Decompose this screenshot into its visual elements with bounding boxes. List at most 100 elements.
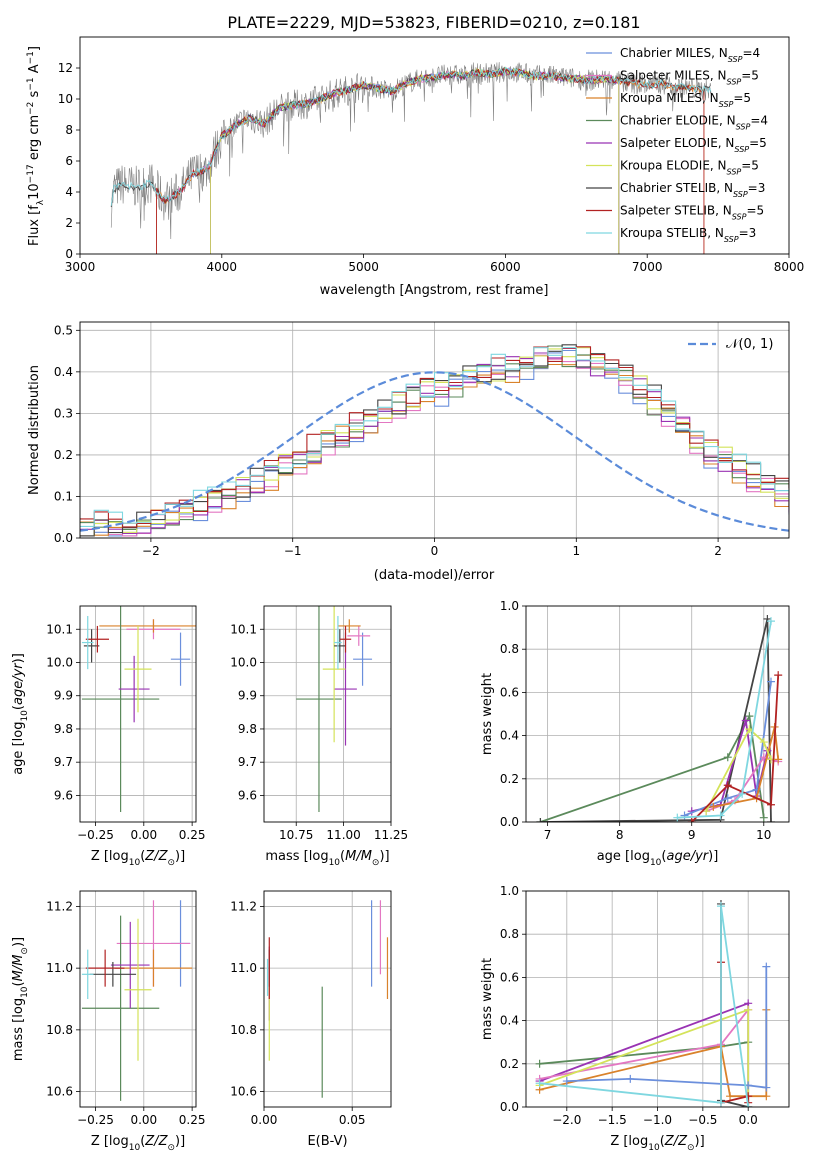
weight-marker (766, 617, 775, 626)
weight-series-2 (540, 618, 772, 822)
point-8 (85, 949, 125, 987)
y-tick-label: 0 (65, 247, 73, 261)
y-tick-label: 10.6 (230, 1085, 257, 1099)
axes-frame (263, 890, 392, 1108)
histogram-series-7 (80, 344, 789, 537)
normal-curve (80, 371, 789, 532)
weight-marker (535, 1059, 544, 1068)
axes-frame (79, 605, 197, 823)
x-axis-label: age [log10(age/yr)] (597, 849, 719, 868)
x-tick-label: 8 (616, 828, 624, 842)
x-tick-label: 9 (688, 828, 696, 842)
x-axis-label: wavelength [Angstrom, rest frame] (320, 283, 549, 298)
axes-frame (79, 890, 197, 1108)
point-7 (89, 961, 137, 987)
point-5 (110, 921, 150, 1009)
y-tick-label: 0.0 (54, 531, 73, 545)
weight-marker (759, 813, 768, 822)
y-tick-label: 0.2 (54, 448, 73, 462)
y-tick-label: 1.0 (500, 599, 519, 613)
y-tick-label: 0.4 (54, 365, 73, 379)
weight-marker (716, 1098, 725, 1107)
y-tick-label: 0.6 (500, 970, 519, 984)
legend-label: Salpeter ELODIE, NSSP=5 (620, 136, 767, 154)
point-3 (337, 619, 361, 633)
legend-label: 𝒩(0, 1) (726, 337, 773, 352)
y-tick-label: 10.0 (230, 655, 257, 669)
y-tick-label: 9.7 (54, 755, 73, 769)
y-tick-label: 0.2 (500, 772, 519, 786)
weight-marker (709, 802, 718, 811)
weight-marker (723, 781, 732, 790)
x-axis-label: (data-model)/error (374, 568, 495, 583)
x-tick-label: 0.25 (179, 1113, 206, 1127)
y-tick-label: 9.9 (54, 689, 73, 703)
legend-label: Kroupa MILES, NSSP=5 (620, 91, 751, 109)
weight-series-6 (566, 966, 768, 1089)
point-6 (124, 918, 152, 1061)
y-tick-label: 10.8 (230, 1023, 257, 1037)
weight-marker (673, 813, 682, 822)
y-tick-label: 11.0 (46, 961, 73, 975)
weight-series-8 (691, 675, 780, 822)
y-tick-label: 0.6 (500, 685, 519, 699)
x-tick-label: 7 (544, 828, 552, 842)
weight-lines (535, 899, 771, 1107)
y-tick-label: 9.8 (238, 722, 257, 736)
x-tick-label: 2 (714, 544, 722, 558)
x-tick-label: 0.0 (739, 1113, 758, 1127)
point-4 (296, 606, 342, 813)
point-2 (347, 625, 371, 646)
model-line-8 (156, 67, 705, 254)
point-3 (99, 619, 196, 633)
x-tick-label: −0.25 (77, 1113, 114, 1127)
x-tick-label: 11.00 (326, 828, 360, 842)
legend-label: Salpeter MILES, NSSP=5 (620, 69, 759, 87)
x-tick-label: 0.00 (130, 828, 157, 842)
point-9 (81, 615, 94, 670)
axes-frame (525, 890, 790, 1108)
y-tick-label: 10.1 (230, 622, 257, 636)
y-tick-label: 8 (65, 123, 73, 137)
y-axis-label: Flux [fλ10−17 erg cm−2 s−1 A−1] (26, 46, 46, 246)
model-line-5 (210, 68, 620, 254)
legend-label: Kroupa STELIB, NSSP=3 (620, 226, 756, 244)
axes-frame (263, 605, 392, 823)
y-tick-label: 0.0 (500, 1100, 519, 1114)
model-line-9 (110, 66, 712, 206)
y-tick-label: 2 (65, 216, 73, 230)
y-tick-label: 9.6 (54, 788, 73, 802)
x-tick-label: −2 (142, 544, 160, 558)
x-tick-label: −0.5 (688, 1113, 717, 1127)
weight-marker (766, 818, 775, 822)
weight-marker (766, 800, 775, 809)
y-tick-label: 0.8 (500, 642, 519, 656)
y-axis-label: mass weight (480, 673, 495, 755)
point-6 (124, 625, 152, 713)
weight-marker (759, 738, 768, 747)
model-line-4 (210, 67, 620, 254)
axes-frame (79, 321, 790, 539)
y-tick-label: 12 (58, 61, 73, 75)
weight-marker (745, 725, 754, 734)
x-tick-label: 0 (431, 544, 439, 558)
y-tick-label: 9.8 (54, 722, 73, 736)
panel-spectrum: 3000 4000 5000 6000 7000 8000 0 2 4 6 8 10 12 Chabrie… (26, 36, 804, 298)
point-7 (334, 629, 346, 663)
spectrum-legend: Chabrier MILES, NSSP=4 Salpeter MILES, NS… (586, 46, 768, 244)
point-1 (170, 632, 191, 686)
weight-marker (762, 962, 771, 971)
error-bars (296, 606, 373, 813)
y-tick-label: 10.0 (46, 655, 73, 669)
histograms (80, 344, 789, 537)
x-axis-label: Z [log10(Z/Z⊙)] (91, 1134, 185, 1153)
point-1 (353, 632, 373, 686)
y-tick-label: 0.4 (500, 1014, 519, 1028)
x-tick-label: 5000 (348, 260, 379, 274)
y-tick-label: 0.1 (54, 489, 73, 503)
weight-marker (726, 1092, 735, 1101)
y-tick-label: 11.0 (230, 961, 257, 975)
x-tick-label: 1 (572, 544, 580, 558)
weight-marker (744, 1103, 753, 1107)
